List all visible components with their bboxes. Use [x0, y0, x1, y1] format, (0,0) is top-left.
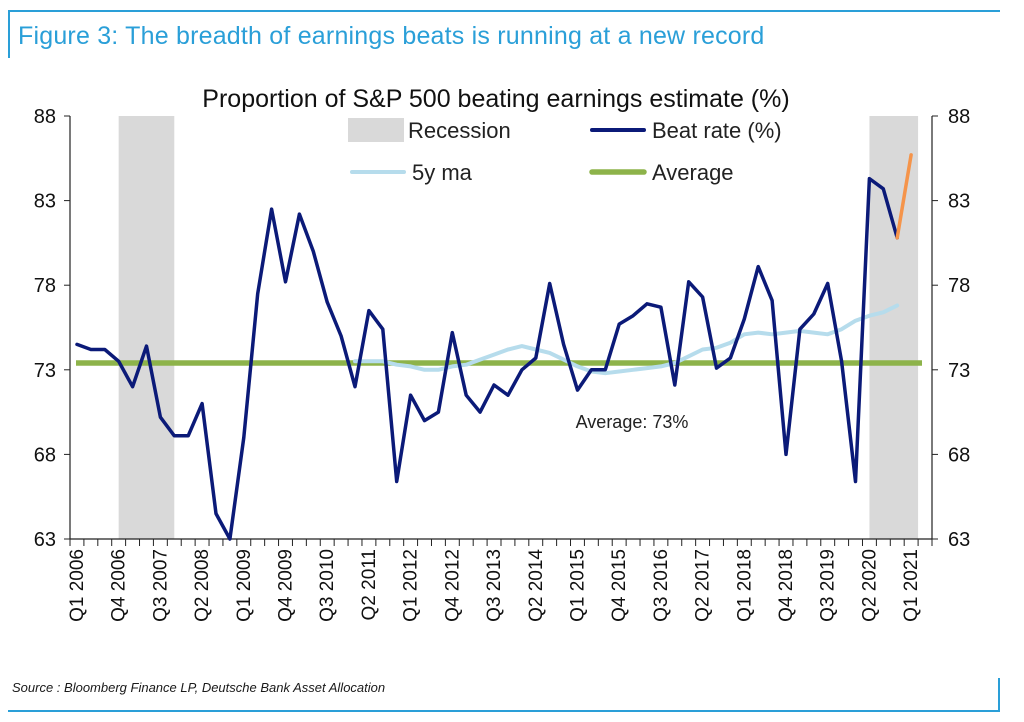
- legend-label-ma: 5y ma: [412, 160, 473, 185]
- x-tick-label-12: Q1 2015: [567, 549, 588, 622]
- x-tick-label-3: Q2 2008: [192, 549, 213, 622]
- y-tick-label-right-83: 83: [948, 191, 970, 213]
- y-tick-label-right-73: 73: [948, 360, 970, 382]
- y-tick-label-right-78: 78: [948, 275, 970, 297]
- frame-top-border: [8, 10, 1000, 12]
- x-tick-label-1: Q4 2006: [109, 549, 130, 622]
- legend-label-recession: Recession: [408, 118, 511, 143]
- x-tick-label-7: Q2 2011: [359, 549, 380, 620]
- x-tick-label-20: Q1 2021: [901, 549, 922, 622]
- legend-swatch-recession: [348, 118, 404, 142]
- x-tick-label-9: Q4 2012: [442, 549, 463, 622]
- y-tick-label-left-63: 63: [34, 529, 56, 551]
- x-tick-label-2: Q3 2007: [150, 549, 171, 622]
- figure-title: Figure 3: The breadth of earnings beats …: [18, 22, 765, 50]
- recession-band-0: [118, 116, 175, 539]
- x-tick-label-6: Q3 2010: [317, 549, 338, 622]
- series-line-latest: [895, 153, 913, 240]
- average-annotation: Average: 73%: [576, 412, 689, 432]
- x-tick-label-17: Q4 2018: [776, 549, 797, 622]
- legend-label-beat: Beat rate (%): [652, 118, 782, 143]
- x-tick-label-4: Q1 2009: [234, 549, 255, 622]
- x-tick-label-15: Q2 2017: [693, 549, 714, 622]
- x-tick-label-18: Q3 2019: [818, 549, 839, 622]
- x-tick-label-10: Q3 2013: [484, 549, 505, 622]
- frame-left-border: [8, 10, 10, 58]
- y-tick-label-right-68: 68: [948, 444, 970, 466]
- series-layer: [75, 153, 922, 541]
- y-tick-label-right-63: 63: [948, 529, 970, 551]
- legend: Recession Beat rate (%) 5y ma Average: [348, 118, 782, 185]
- recession-layer: [118, 116, 919, 539]
- x-tick-label-19: Q2 2020: [859, 549, 880, 622]
- source-note: Source : Bloomberg Finance LP, Deutsche …: [12, 680, 386, 695]
- y-tick-label-right-88: 88: [948, 106, 970, 128]
- x-tick-label-16: Q1 2018: [734, 549, 755, 622]
- y-tick-label-left-88: 88: [34, 106, 56, 128]
- x-tick-label-0: Q1 2006: [67, 549, 88, 622]
- frame-bottom-border: [8, 710, 1000, 712]
- x-tick-label-5: Q4 2009: [276, 549, 297, 622]
- frame-right-border: [998, 678, 1000, 712]
- x-tick-label-11: Q2 2014: [526, 549, 547, 622]
- series-line-beat: [75, 176, 899, 541]
- x-tick-label-13: Q4 2015: [609, 549, 630, 622]
- legend-label-average: Average: [652, 160, 734, 185]
- x-tick-label-14: Q3 2016: [651, 549, 672, 622]
- recession-band-1: [869, 116, 919, 539]
- axes: 63 63 68 68 73 73 78 78 83 83 88 88 Q1 2006 Q4 2006 Q3…: [34, 106, 971, 622]
- y-tick-label-left-73: 73: [34, 360, 56, 382]
- chart-title: Proportion of S&P 500 beating earnings e…: [202, 85, 789, 113]
- y-tick-label-left-83: 83: [34, 191, 56, 213]
- x-tick-label-8: Q1 2012: [401, 549, 422, 622]
- y-tick-label-left-78: 78: [34, 275, 56, 297]
- y-tick-label-left-68: 68: [34, 444, 56, 466]
